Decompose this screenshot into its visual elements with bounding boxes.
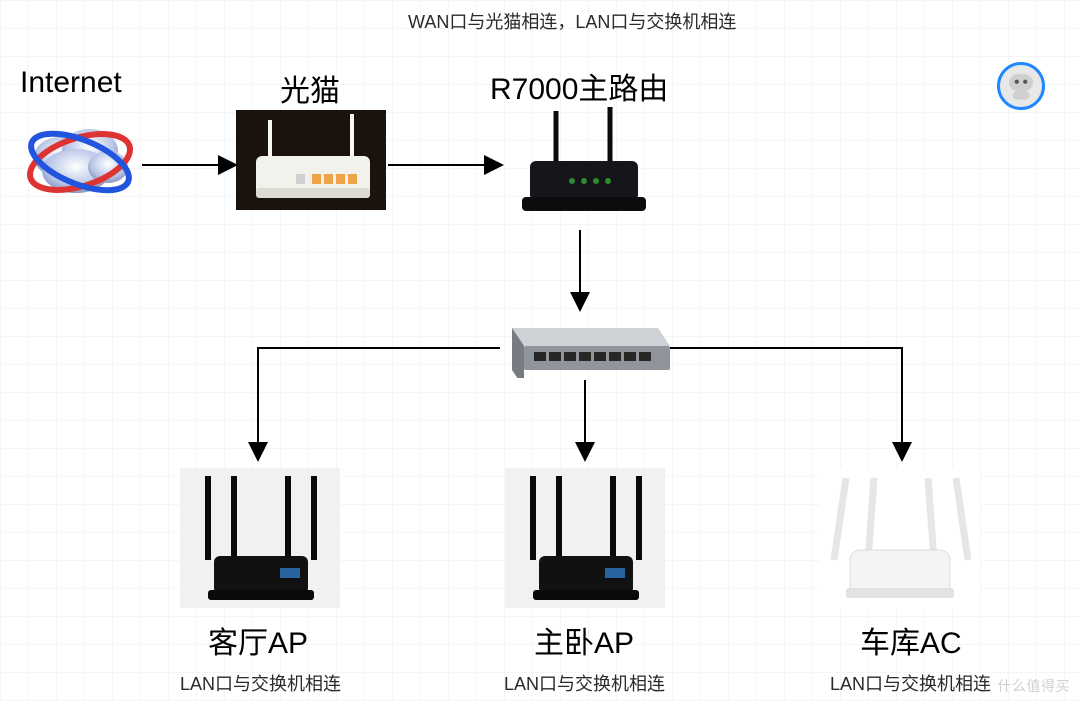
main-router-label: R7000主路由 (490, 64, 668, 108)
internet-label: Internet (20, 66, 122, 100)
ac-label: 车库AC (860, 618, 962, 662)
ap2-label: 主卧AP (534, 618, 634, 662)
ap2-device (505, 468, 665, 608)
ac-note: LAN口与交换机相连 (830, 670, 991, 696)
modem-device (236, 110, 386, 210)
watermark: 什么值得买 (998, 676, 1071, 696)
avatar-icon (997, 62, 1045, 110)
ap1-note: LAN口与交换机相连 (180, 670, 341, 696)
modem-label: 光猫 (280, 66, 340, 110)
switch-device (500, 318, 670, 378)
main-router-device (508, 105, 658, 225)
ap1-label: 客厅AP (208, 618, 308, 662)
top-note: WAN口与光猫相连，LAN口与交换机相连 (408, 8, 736, 34)
ac-device (820, 468, 980, 608)
internet-icon (18, 115, 142, 205)
ap1-device (180, 468, 340, 608)
ap2-note: LAN口与交换机相连 (504, 670, 665, 696)
